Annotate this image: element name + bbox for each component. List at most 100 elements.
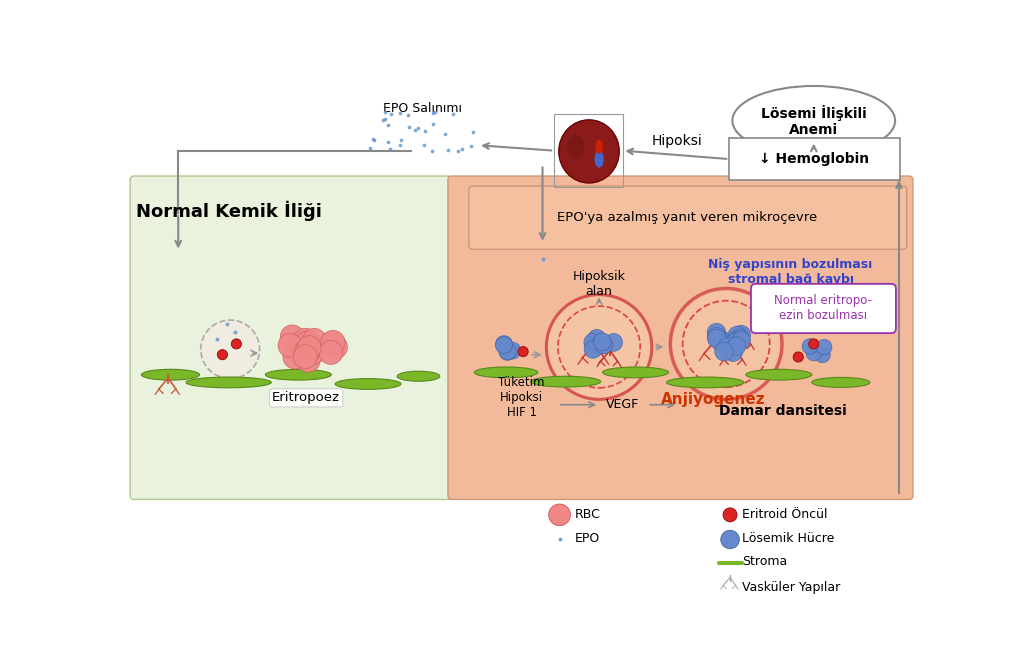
- Text: EPO Salınımı: EPO Salınımı: [383, 102, 461, 115]
- Text: Anjiyogenez: Anjiyogenez: [661, 392, 765, 407]
- Point: [426, 118, 442, 129]
- Text: Hipoksi: Hipoksi: [652, 134, 702, 148]
- Circle shape: [816, 339, 832, 355]
- Circle shape: [297, 338, 321, 362]
- Point: [551, 534, 568, 545]
- Circle shape: [546, 295, 652, 400]
- Circle shape: [728, 326, 747, 344]
- Circle shape: [548, 504, 571, 525]
- Point: [415, 140, 432, 150]
- Circle shape: [296, 331, 319, 354]
- Text: Lösemi İlişkili
Anemi: Lösemi İlişkili Anemi: [761, 104, 866, 137]
- Circle shape: [323, 335, 348, 359]
- Circle shape: [718, 337, 737, 356]
- Ellipse shape: [265, 369, 331, 380]
- Circle shape: [814, 347, 831, 362]
- Ellipse shape: [475, 367, 538, 378]
- Circle shape: [495, 336, 513, 354]
- Point: [450, 146, 466, 157]
- Ellipse shape: [531, 376, 601, 387]
- Ellipse shape: [595, 140, 603, 154]
- Ellipse shape: [336, 378, 401, 389]
- FancyBboxPatch shape: [448, 176, 913, 499]
- Circle shape: [731, 331, 751, 350]
- Circle shape: [499, 343, 516, 360]
- FancyBboxPatch shape: [469, 186, 906, 249]
- Circle shape: [319, 332, 344, 356]
- Circle shape: [495, 336, 513, 352]
- Point: [227, 327, 243, 337]
- Point: [362, 142, 379, 153]
- Circle shape: [723, 508, 737, 522]
- Ellipse shape: [812, 378, 870, 388]
- Point: [365, 134, 382, 144]
- Circle shape: [321, 331, 345, 354]
- Circle shape: [283, 345, 307, 369]
- Circle shape: [730, 329, 749, 348]
- Ellipse shape: [397, 371, 440, 381]
- Circle shape: [218, 350, 227, 360]
- Text: ↓ Hemoglobin: ↓ Hemoglobin: [759, 152, 869, 166]
- Circle shape: [302, 329, 326, 352]
- Point: [439, 145, 455, 156]
- Point: [375, 115, 392, 126]
- Circle shape: [712, 333, 730, 352]
- Point: [380, 137, 396, 148]
- Circle shape: [802, 338, 817, 354]
- Circle shape: [728, 332, 747, 350]
- Point: [407, 124, 424, 135]
- Point: [376, 114, 393, 124]
- Circle shape: [594, 336, 613, 354]
- Point: [465, 126, 482, 137]
- Circle shape: [670, 289, 782, 400]
- Point: [393, 134, 409, 145]
- Point: [219, 319, 235, 329]
- Circle shape: [715, 342, 733, 361]
- Text: VEGF: VEGF: [606, 398, 639, 411]
- Point: [463, 140, 480, 151]
- Ellipse shape: [568, 134, 584, 159]
- Circle shape: [724, 343, 743, 361]
- Circle shape: [297, 348, 320, 372]
- Text: Lösemik Hücre: Lösemik Hücre: [743, 532, 835, 545]
- Point: [425, 108, 441, 118]
- Ellipse shape: [732, 86, 895, 155]
- Point: [437, 129, 453, 140]
- Point: [392, 140, 408, 150]
- Circle shape: [707, 327, 726, 346]
- Text: Normal Kemik İliği: Normal Kemik İliği: [136, 201, 321, 221]
- Point: [425, 146, 441, 156]
- Circle shape: [806, 345, 821, 361]
- Point: [427, 106, 443, 117]
- Ellipse shape: [596, 134, 618, 169]
- Text: Vasküler Yapılar: Vasküler Yapılar: [743, 581, 841, 594]
- FancyBboxPatch shape: [728, 138, 900, 180]
- Text: RBC: RBC: [575, 507, 601, 521]
- Point: [409, 122, 426, 133]
- Text: Stroma: Stroma: [743, 555, 788, 569]
- Text: Damar dansitesi: Damar dansitesi: [719, 404, 847, 418]
- FancyBboxPatch shape: [130, 176, 452, 499]
- Ellipse shape: [141, 369, 199, 380]
- Circle shape: [712, 332, 731, 350]
- Circle shape: [278, 333, 302, 357]
- Circle shape: [707, 323, 725, 342]
- Circle shape: [593, 333, 611, 350]
- Circle shape: [280, 325, 304, 349]
- Circle shape: [708, 329, 726, 348]
- Circle shape: [727, 337, 746, 355]
- Point: [454, 144, 471, 154]
- Text: Tüketim
Hipoksi
HIF 1: Tüketim Hipoksi HIF 1: [498, 376, 545, 420]
- Text: Eritropoez: Eritropoez: [272, 391, 340, 404]
- Circle shape: [296, 339, 319, 363]
- Text: Niş yapısının bozulması
stromal bağ kaybı: Niş yapısının bozulması stromal bağ kayb…: [708, 258, 873, 287]
- Ellipse shape: [667, 377, 744, 388]
- Circle shape: [590, 336, 608, 354]
- Point: [383, 109, 399, 120]
- Point: [400, 110, 416, 120]
- Ellipse shape: [559, 120, 619, 183]
- Ellipse shape: [594, 151, 604, 168]
- Circle shape: [588, 329, 606, 347]
- Point: [534, 254, 550, 265]
- Circle shape: [201, 320, 260, 378]
